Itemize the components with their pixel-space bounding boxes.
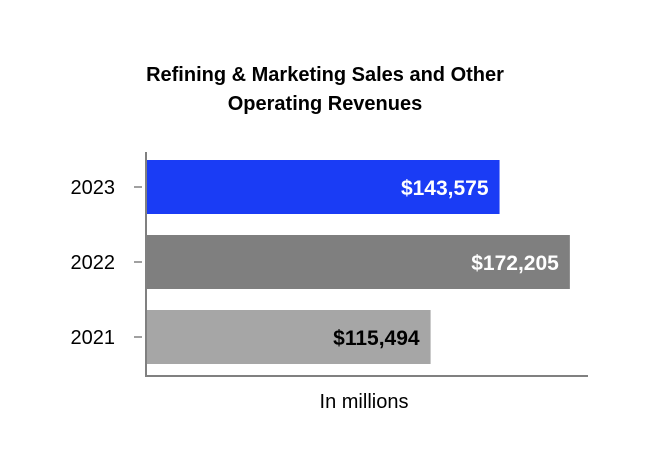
data-label-2022: $172,205 [471,252,559,275]
chart-title-line-1: Refining & Marketing Sales and Other [146,64,504,86]
x-axis-title: In millions [320,391,409,413]
y-tick-label-2021: 2021 [71,327,116,349]
y-tick-label-2022: 2022 [71,252,116,274]
y-tick-label-2023: 2023 [71,177,116,199]
data-label-2023: $143,575 [401,177,489,200]
bar-2022 [147,235,570,289]
data-label-2021: $115,494 [333,327,420,350]
bars-layer: 2023 $143,575 2022 $172,205 2021 $115,494 [71,160,570,364]
bar-2021 [147,310,431,364]
chart-title-line-2: Operating Revenues [228,93,423,115]
bar-2023 [147,160,500,214]
